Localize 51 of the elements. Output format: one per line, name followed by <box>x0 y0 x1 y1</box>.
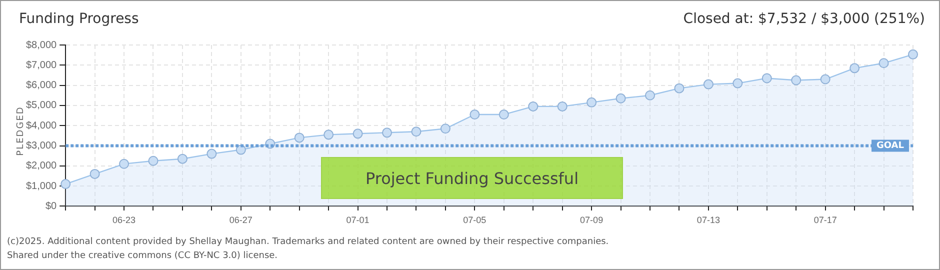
y-tick-label: $8,000 <box>26 40 58 51</box>
point <box>586 97 597 108</box>
y-tick-label: $7,000 <box>26 60 58 71</box>
text: Closed at: $7,532 / $3,000 (251%) <box>683 11 925 27</box>
y-tick-label: $2,000 <box>26 160 58 172</box>
point <box>324 130 334 140</box>
y-tick-label: $4,000 <box>26 120 58 132</box>
x-tick-label: 06-27 <box>229 215 252 226</box>
text: Shared under the creative commons (CC BY-NC 3.0) license. <box>7 251 278 261</box>
point <box>645 90 656 100</box>
point <box>470 110 480 120</box>
y-tick-label: $6,000 <box>26 80 58 92</box>
point <box>177 154 188 164</box>
point <box>762 73 772 84</box>
point <box>878 58 889 68</box>
point <box>119 158 130 169</box>
point <box>440 124 450 134</box>
point <box>616 93 626 104</box>
point <box>674 83 684 94</box>
point <box>60 179 71 190</box>
y-tick-label: $0 <box>45 200 58 212</box>
point <box>352 128 363 139</box>
point <box>703 79 714 90</box>
x-tick-label: 07-05 <box>463 215 486 226</box>
point <box>557 101 568 112</box>
x-tick-label: 07-17 <box>814 215 837 226</box>
point <box>850 63 860 74</box>
point <box>90 168 100 179</box>
ref-line-label: GOAL <box>876 141 904 152</box>
x-tick-label: 07-09 <box>580 215 604 226</box>
text: (c)2025. Additional content provided by Shellay Maughan. Trademarks and related content are owned by their respective companies. <box>7 237 609 247</box>
point <box>732 78 743 88</box>
point <box>820 74 830 84</box>
y-tick-label: $1,000 <box>26 180 58 192</box>
point <box>206 148 217 159</box>
y-tick-label: $3,000 <box>26 140 58 152</box>
point <box>294 132 304 143</box>
point <box>908 49 918 60</box>
y-tick-label: $5,000 <box>26 100 58 112</box>
chart-title: Funding Progress <box>19 11 139 27</box>
point <box>791 75 802 86</box>
x-tick-label: 07-13 <box>696 215 720 226</box>
notice-box: Project Funding Successful <box>321 157 623 199</box>
x-tick-label: 07-01 <box>346 215 370 226</box>
point <box>148 156 158 166</box>
point <box>382 128 392 138</box>
x-tick-label: 06-23 <box>112 215 136 226</box>
point <box>498 110 509 120</box>
point <box>528 101 538 112</box>
point <box>411 126 422 137</box>
y-axis-title: PLEDGED <box>16 106 26 156</box>
